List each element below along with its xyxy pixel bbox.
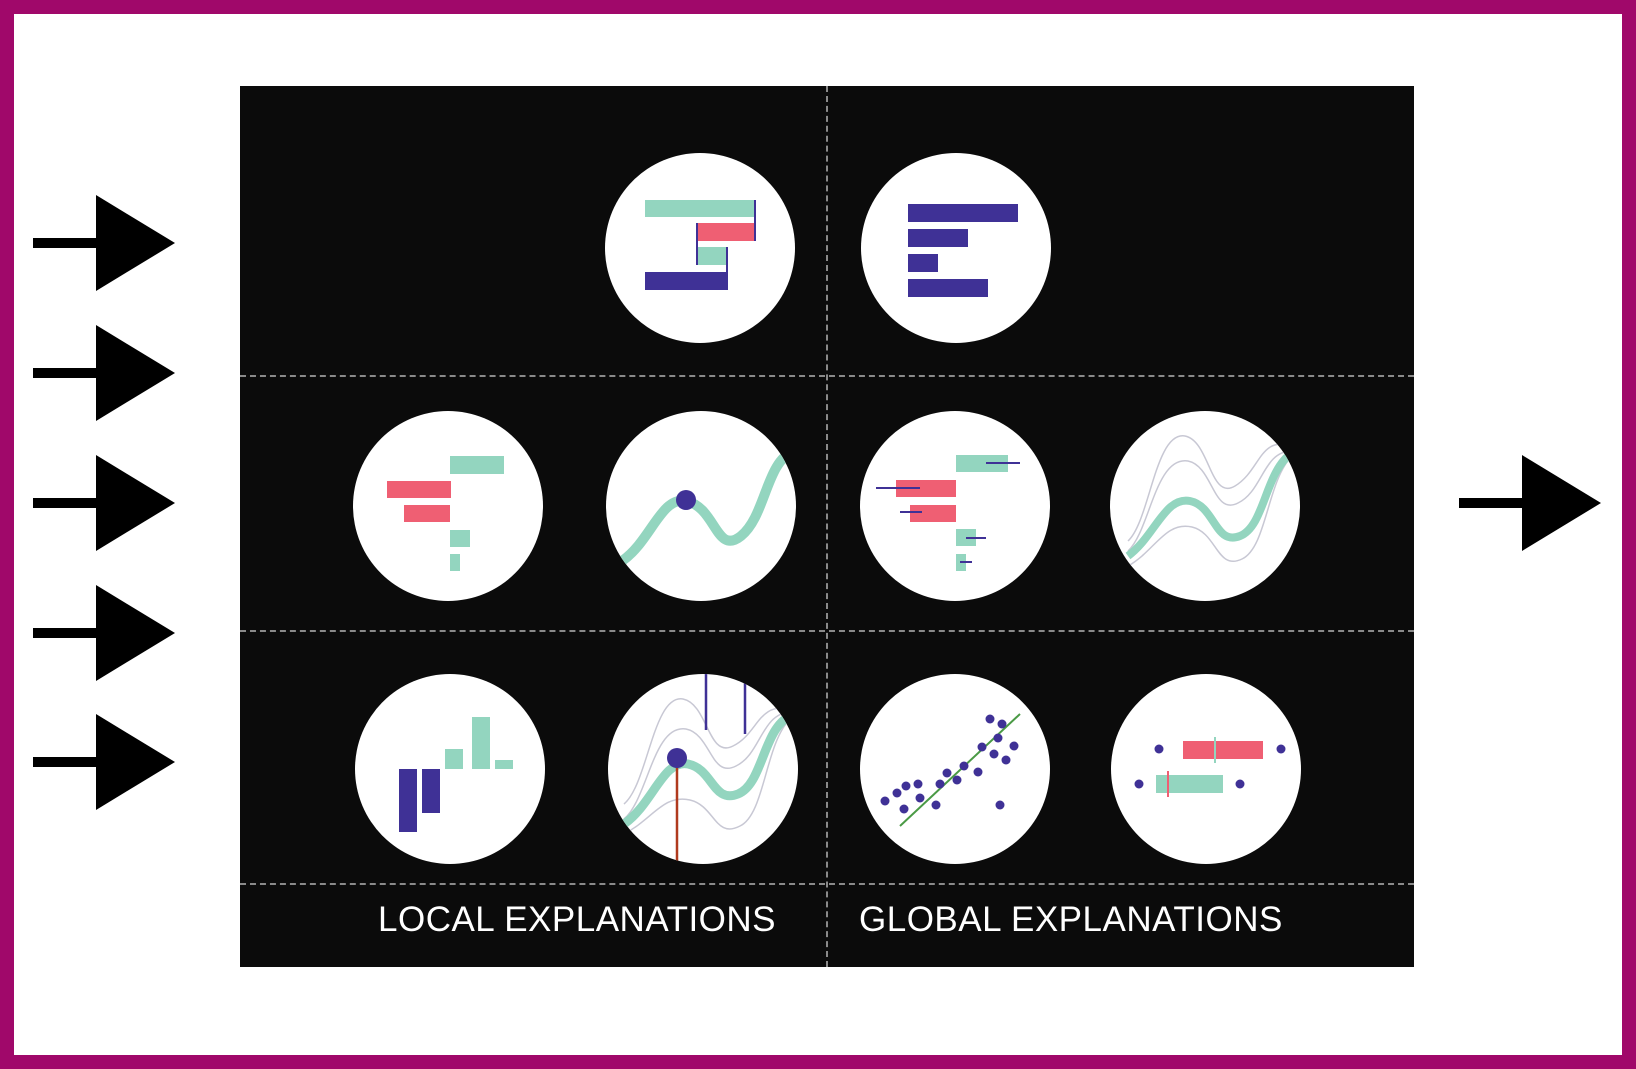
global-explanations-label: GLOBAL EXPLANATIONS bbox=[859, 900, 1283, 939]
ice-point-icon bbox=[608, 674, 798, 864]
ice-curves-icon bbox=[1110, 411, 1300, 601]
arrow-right-icon bbox=[33, 585, 175, 681]
global-attribution-icon bbox=[860, 411, 1050, 601]
row-divider bbox=[240, 375, 1414, 377]
scatter-fit-icon bbox=[860, 674, 1050, 864]
arrow-right-icon bbox=[1459, 455, 1601, 551]
row-divider bbox=[240, 630, 1414, 632]
local-explanations-label: LOCAL EXPLANATIONS bbox=[378, 900, 777, 939]
row-divider bbox=[240, 883, 1414, 885]
explanations-panel: LOCAL EXPLANATIONS GLOBAL EXPLANATIONS bbox=[240, 86, 1414, 967]
arrow-right-icon bbox=[33, 325, 175, 421]
arrow-right-icon bbox=[33, 195, 175, 291]
contribution-bars-icon bbox=[355, 674, 545, 864]
arrow-right-icon bbox=[33, 455, 175, 551]
boxplot-icon bbox=[1111, 674, 1301, 864]
local-global-divider bbox=[826, 86, 828, 967]
arrow-right-icon bbox=[33, 714, 175, 810]
feature-importance-icon bbox=[861, 153, 1051, 343]
partial-dependence-point-icon bbox=[606, 411, 796, 601]
local-attribution-icon bbox=[353, 411, 543, 601]
waterfall-chart-icon bbox=[605, 153, 795, 343]
